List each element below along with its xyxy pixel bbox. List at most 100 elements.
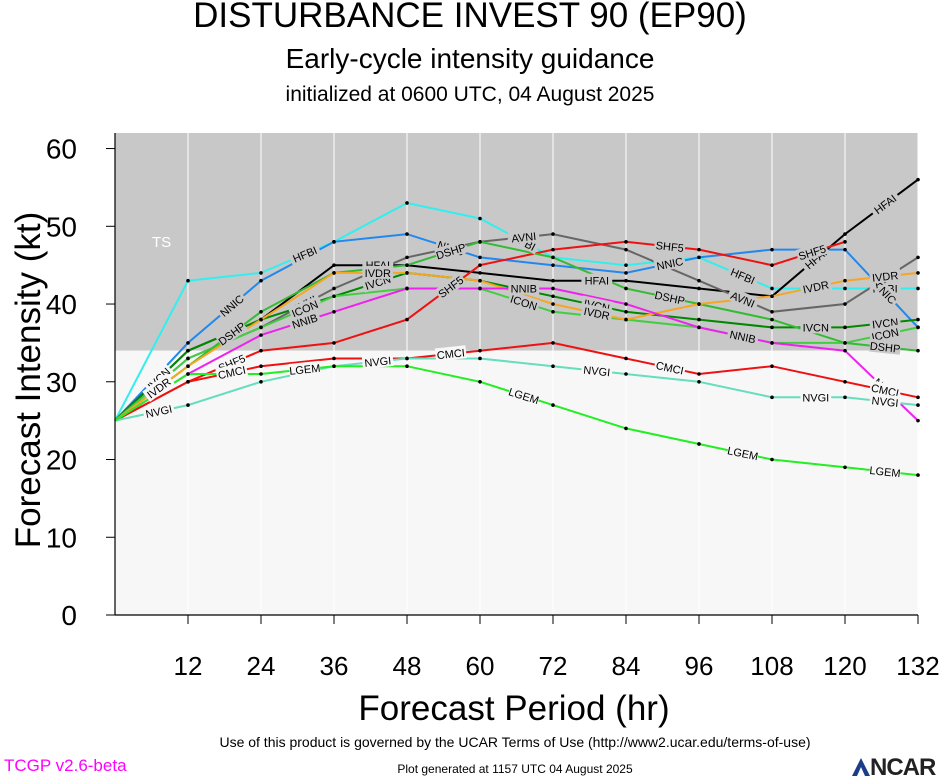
data-point — [259, 310, 263, 314]
series-line-cmci — [114, 341, 919, 422]
data-point — [916, 473, 920, 477]
series-label: IVDR — [362, 265, 394, 280]
series-label-text: LGEM — [869, 465, 901, 480]
series-label: AVNI — [507, 228, 540, 246]
series-label-bg — [799, 276, 833, 296]
data-point — [697, 379, 701, 384]
series-label-text: LGEM — [289, 363, 321, 378]
data-point — [259, 372, 263, 376]
data-point — [332, 263, 336, 267]
series-label: NVGI — [869, 393, 902, 410]
data-point — [259, 317, 263, 322]
data-point — [770, 286, 774, 291]
series-label-bg — [653, 357, 687, 377]
series-label: IVDR — [869, 267, 902, 285]
series-label-bg — [869, 393, 902, 410]
series-label-bg — [215, 318, 248, 348]
x-tick-label: 24 — [247, 651, 276, 681]
data-point — [551, 403, 555, 407]
data-point — [697, 247, 701, 252]
x-tick-label: 72 — [539, 651, 568, 681]
ncar-logo-mark-icon — [852, 758, 870, 776]
x-tick-label: 36 — [320, 651, 349, 681]
data-point — [697, 255, 701, 260]
data-point — [551, 302, 555, 306]
data-point — [405, 271, 409, 275]
y-tick-label: 40 — [46, 289, 77, 320]
x-tick-label: 48 — [393, 651, 422, 681]
version-label: TCGP v2.6-beta — [4, 756, 127, 775]
series-label-bg — [142, 373, 175, 403]
data-point — [843, 395, 847, 400]
data-point — [697, 317, 701, 322]
series-label-bg — [507, 228, 540, 245]
data-point — [405, 232, 409, 236]
series-label-bg — [580, 362, 613, 379]
series-label: IVDR — [799, 276, 833, 296]
series-label-bg — [726, 326, 760, 346]
data-point — [186, 364, 190, 369]
series-label-text: SHF5 — [655, 240, 684, 255]
data-point — [916, 403, 920, 407]
data-point — [770, 247, 774, 252]
data-point — [478, 348, 482, 353]
data-point — [551, 247, 555, 252]
data-point — [624, 426, 628, 431]
data-point — [186, 341, 190, 345]
data-point — [478, 255, 482, 260]
data-point — [332, 271, 336, 275]
series-label: IVDR — [580, 303, 614, 323]
x-tick-label: 84 — [612, 651, 641, 681]
data-point — [551, 263, 555, 267]
series-label-bg — [434, 272, 467, 301]
terms-of-use-notice: Use of this product is governed by the U… — [219, 734, 811, 750]
data-point — [843, 232, 847, 236]
data-point — [551, 278, 555, 283]
data-point — [551, 232, 555, 236]
series-label-text: CMCI — [655, 360, 685, 378]
data-point — [770, 341, 774, 345]
data-point — [916, 325, 920, 330]
data-point — [697, 286, 701, 291]
series-label-bg — [869, 267, 902, 285]
chart-title: DISTURBANCE INVEST 90 (EP90) — [193, 0, 747, 35]
data-point — [697, 442, 701, 446]
data-point — [405, 317, 409, 322]
data-point — [259, 278, 263, 283]
data-point — [624, 317, 628, 322]
series-label-text: AVNI — [511, 231, 537, 246]
series-label: NVGI — [800, 390, 832, 404]
y-tick-label: 60 — [46, 134, 77, 165]
series-label: CMCI — [215, 362, 249, 383]
data-point — [478, 240, 482, 244]
data-point — [186, 356, 190, 361]
series-label-bg — [869, 338, 902, 355]
data-point — [259, 379, 263, 384]
data-point — [916, 255, 920, 260]
series-label-bg — [215, 362, 249, 382]
data-point — [770, 395, 774, 400]
data-point — [916, 395, 920, 400]
data-point — [551, 294, 555, 299]
series-label-text: IVDR — [872, 270, 899, 285]
series-label-text: CMCI — [217, 365, 247, 383]
y-tick-label: 10 — [46, 522, 77, 553]
series-layer — [114, 177, 920, 477]
x-tick-label: 120 — [823, 651, 866, 681]
data-point — [332, 341, 336, 345]
series-label-text: DSHP — [869, 341, 901, 356]
series-line-nvgi — [114, 357, 919, 422]
series-label-bg — [507, 384, 541, 407]
data-point — [697, 302, 701, 306]
series-label: LGEM — [288, 360, 321, 378]
data-point — [551, 364, 555, 369]
data-point — [186, 379, 190, 384]
data-point — [405, 201, 409, 205]
data-point — [770, 457, 774, 462]
series-label-bg — [653, 253, 687, 273]
series-label-text: CMCI — [436, 347, 465, 362]
series-label-bg — [362, 265, 394, 279]
data-point — [405, 286, 409, 291]
series-label-bg — [288, 309, 322, 332]
